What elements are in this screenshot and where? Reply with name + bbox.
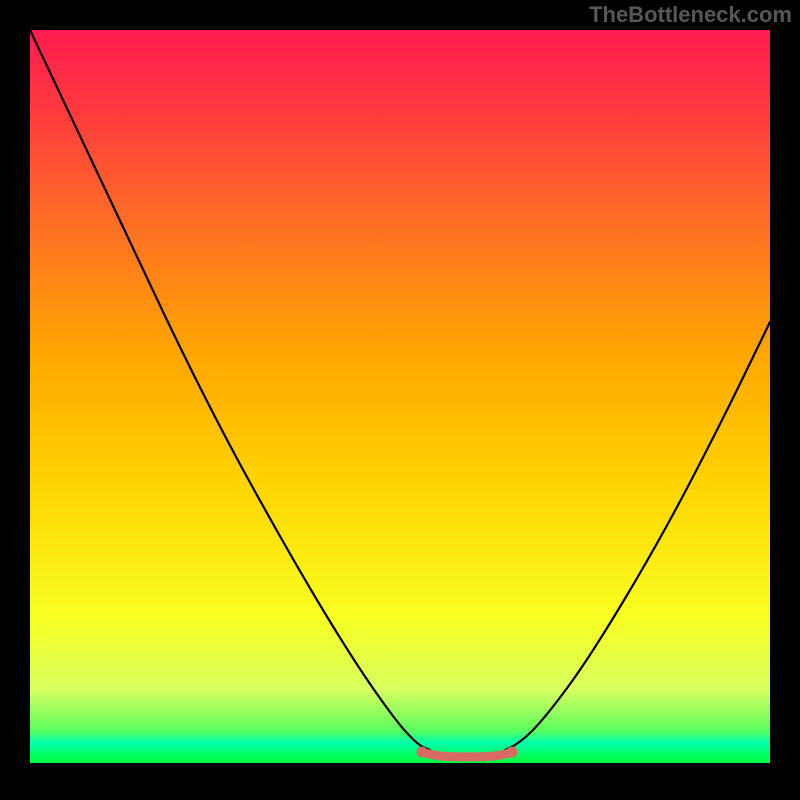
bottleneck-chart (0, 0, 800, 800)
flat-segment-cap-left (417, 747, 428, 758)
watermark-text: TheBottleneck.com (589, 2, 792, 28)
bottleneck-flat-segment (422, 752, 512, 757)
gradient-area (30, 30, 770, 763)
chart-stage: TheBottleneck.com (0, 0, 800, 800)
flat-segment-cap-right (507, 747, 518, 758)
